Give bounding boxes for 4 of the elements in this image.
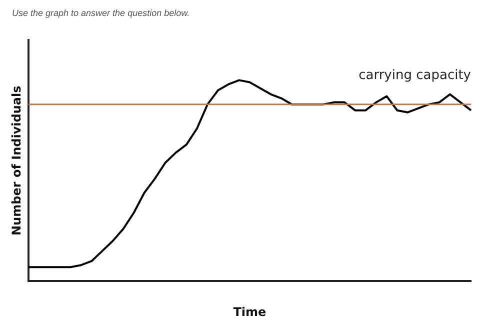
ref-line-label: carrying capacity	[358, 68, 472, 84]
x-axis-title: Time	[233, 304, 266, 319]
y-axis-title: Number of Individuals	[9, 86, 24, 236]
text: Use the graph to answer the question below.	[12, 8, 190, 18]
